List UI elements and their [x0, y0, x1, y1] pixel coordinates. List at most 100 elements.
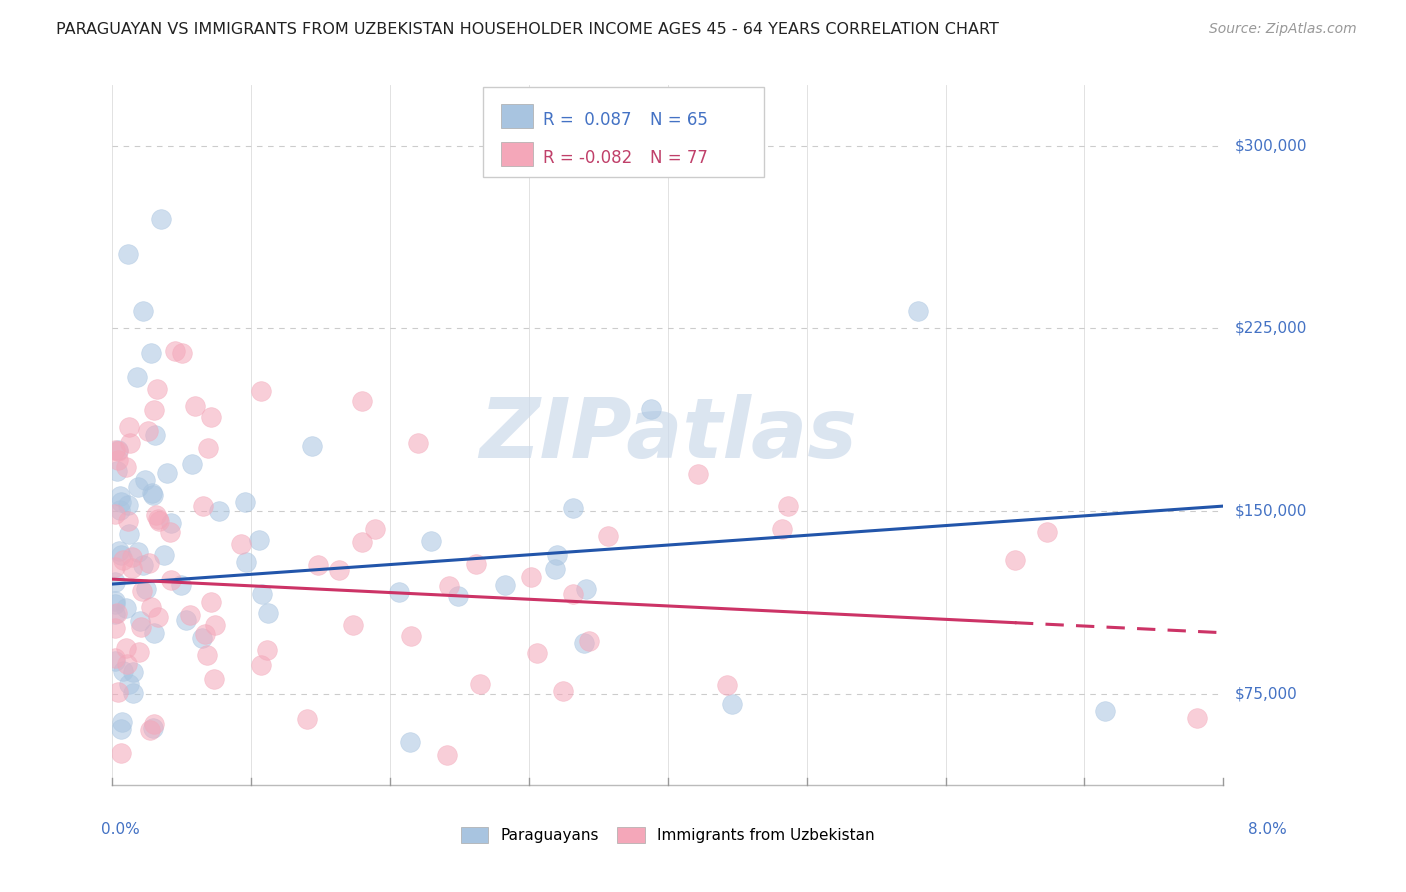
- Point: [180, 457, 202, 471]
- Point: [191, 500, 214, 514]
- Text: N = 65: N = 65: [650, 111, 709, 129]
- Point: [117, 514, 139, 528]
- Point: [121, 665, 143, 680]
- Point: [107, 442, 129, 457]
- Point: [145, 508, 167, 522]
- Point: [108, 503, 131, 517]
- Point: [107, 444, 129, 458]
- Point: [470, 677, 492, 691]
- Point: [406, 435, 429, 450]
- Point: [105, 607, 128, 621]
- Point: [519, 570, 541, 584]
- Point: [122, 686, 145, 700]
- Text: $150,000: $150,000: [1234, 503, 1306, 518]
- Point: [104, 622, 127, 636]
- Point: [110, 548, 132, 562]
- Point: [139, 723, 162, 738]
- Text: $75,000: $75,000: [1234, 686, 1298, 701]
- Point: [128, 614, 150, 628]
- Point: [231, 537, 253, 551]
- Point: [574, 636, 596, 650]
- Point: [174, 614, 197, 628]
- Point: [235, 555, 257, 569]
- Point: [420, 533, 443, 548]
- Point: [115, 657, 138, 672]
- Text: R = -0.082: R = -0.082: [544, 149, 633, 167]
- Point: [121, 550, 143, 565]
- Point: [132, 558, 155, 572]
- Point: [134, 473, 156, 487]
- Point: [142, 488, 165, 502]
- Point: [160, 516, 183, 531]
- Point: [200, 410, 222, 425]
- Text: R =  0.087: R = 0.087: [544, 111, 631, 129]
- Point: [387, 585, 409, 599]
- Point: [150, 211, 173, 226]
- Point: [575, 582, 598, 597]
- Point: [127, 544, 149, 558]
- Point: [640, 402, 662, 417]
- Text: 8.0%: 8.0%: [1247, 822, 1286, 837]
- Point: [129, 620, 152, 634]
- Point: [142, 721, 165, 735]
- Point: [250, 384, 273, 398]
- Point: [170, 345, 193, 359]
- Point: [146, 512, 169, 526]
- Point: [143, 717, 166, 731]
- Point: [139, 600, 162, 615]
- Point: [578, 634, 600, 648]
- Point: [526, 646, 548, 660]
- Point: [104, 654, 127, 668]
- Point: [543, 562, 565, 576]
- Point: [118, 420, 141, 434]
- Point: [111, 714, 134, 729]
- Point: [104, 597, 127, 611]
- Point: [108, 489, 131, 503]
- Point: [179, 607, 201, 622]
- Point: [138, 556, 160, 570]
- Point: [247, 533, 270, 547]
- Point: [115, 640, 138, 655]
- Point: [111, 552, 134, 566]
- Point: [117, 677, 139, 691]
- Point: [104, 574, 127, 589]
- Point: [104, 442, 127, 457]
- Point: [141, 345, 163, 359]
- Point: [907, 304, 929, 318]
- Point: [112, 664, 135, 678]
- Point: [165, 344, 187, 359]
- Point: [1185, 711, 1208, 725]
- Point: [494, 577, 516, 591]
- Point: [118, 436, 141, 450]
- Text: $300,000: $300,000: [1234, 138, 1306, 153]
- Point: [143, 402, 166, 417]
- Text: PARAGUAYAN VS IMMIGRANTS FROM UZBEKISTAN HOUSEHOLDER INCOME AGES 45 - 64 YEARS C: PARAGUAYAN VS IMMIGRANTS FROM UZBEKISTAN…: [56, 22, 1000, 37]
- Point: [250, 657, 273, 672]
- Point: [562, 500, 585, 515]
- Point: [131, 584, 153, 599]
- Point: [141, 486, 163, 500]
- Point: [156, 466, 179, 480]
- Point: [1094, 705, 1116, 719]
- Point: [152, 549, 174, 563]
- Point: [721, 697, 744, 711]
- Point: [447, 589, 470, 603]
- Point: [117, 527, 139, 541]
- Point: [148, 514, 170, 528]
- Point: [208, 504, 231, 518]
- Point: [104, 651, 127, 665]
- Point: [464, 558, 486, 572]
- Point: [200, 595, 222, 609]
- Point: [104, 507, 127, 521]
- Point: [1036, 525, 1059, 540]
- Point: [301, 439, 323, 453]
- Point: [135, 582, 157, 596]
- Point: [115, 459, 138, 474]
- Point: [104, 594, 127, 608]
- Point: [117, 499, 139, 513]
- Point: [105, 464, 128, 478]
- Point: [128, 645, 150, 659]
- Point: [191, 632, 214, 646]
- Point: [328, 563, 350, 577]
- Point: [110, 747, 132, 761]
